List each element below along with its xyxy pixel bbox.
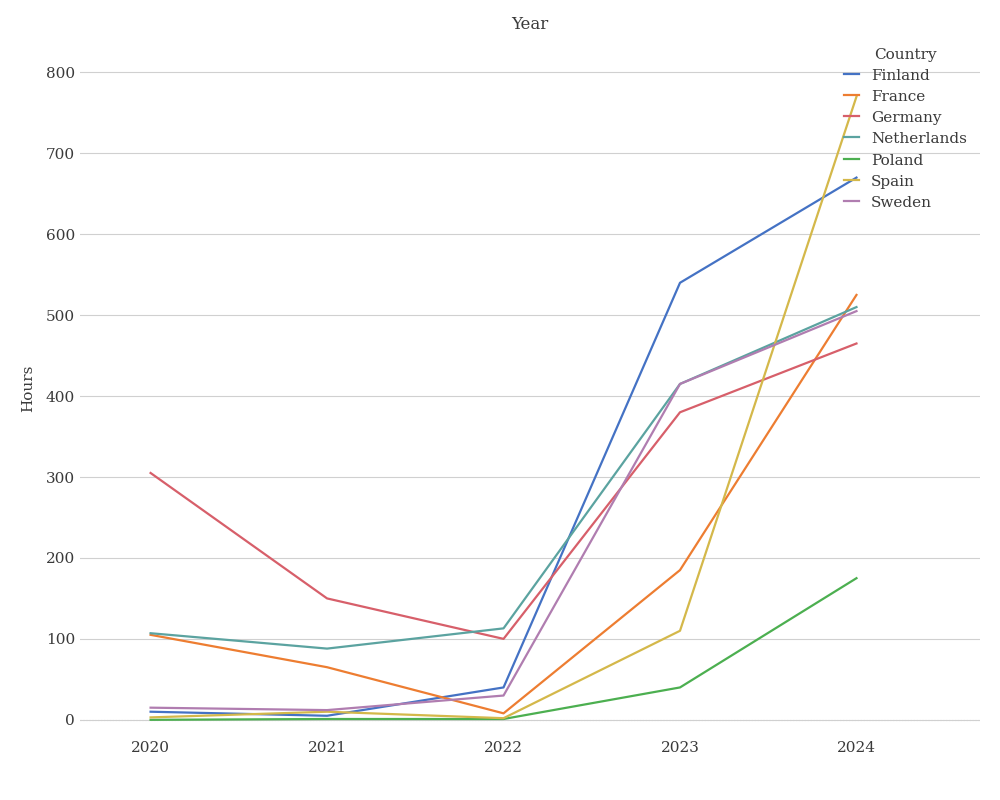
Sweden [498, 690, 510, 700]
Germany [321, 594, 333, 603]
Germany [498, 634, 510, 644]
Finland [850, 173, 862, 182]
France [145, 630, 157, 640]
Line: Spain: Spain [151, 97, 856, 718]
Netherlands [674, 379, 686, 389]
Finland [498, 682, 510, 692]
Netherlands [498, 623, 510, 633]
Poland [145, 715, 157, 725]
France [850, 290, 862, 300]
Poland [850, 574, 862, 583]
Spain [321, 707, 333, 717]
France [321, 662, 333, 672]
Spain [850, 92, 862, 102]
Sweden [674, 379, 686, 389]
Poland [674, 682, 686, 692]
Germany [850, 338, 862, 348]
Finland [145, 707, 157, 717]
France [498, 709, 510, 718]
Sweden [321, 706, 333, 715]
Sweden [145, 703, 157, 713]
Poland [321, 714, 333, 724]
Line: France: France [151, 295, 856, 714]
Germany [674, 407, 686, 417]
Netherlands [321, 644, 333, 654]
Finland [321, 711, 333, 721]
Line: Sweden: Sweden [151, 311, 856, 710]
Spain [145, 713, 157, 722]
Line: Netherlands: Netherlands [151, 307, 856, 649]
Y-axis label: Hours: Hours [21, 364, 35, 412]
Line: Poland: Poland [151, 578, 856, 720]
Poland [498, 714, 510, 724]
Germany [145, 468, 157, 478]
Netherlands [145, 629, 157, 638]
Line: Germany: Germany [151, 343, 856, 639]
Line: Finland: Finland [151, 178, 856, 716]
Title: Year: Year [511, 16, 549, 33]
Spain [674, 626, 686, 635]
Netherlands [850, 302, 862, 312]
Sweden [850, 306, 862, 316]
Legend: Finland, France, Germany, Netherlands, Poland, Spain, Sweden: Finland, France, Germany, Netherlands, P… [844, 48, 967, 210]
Spain [498, 714, 510, 723]
France [674, 566, 686, 575]
Finland [674, 278, 686, 287]
